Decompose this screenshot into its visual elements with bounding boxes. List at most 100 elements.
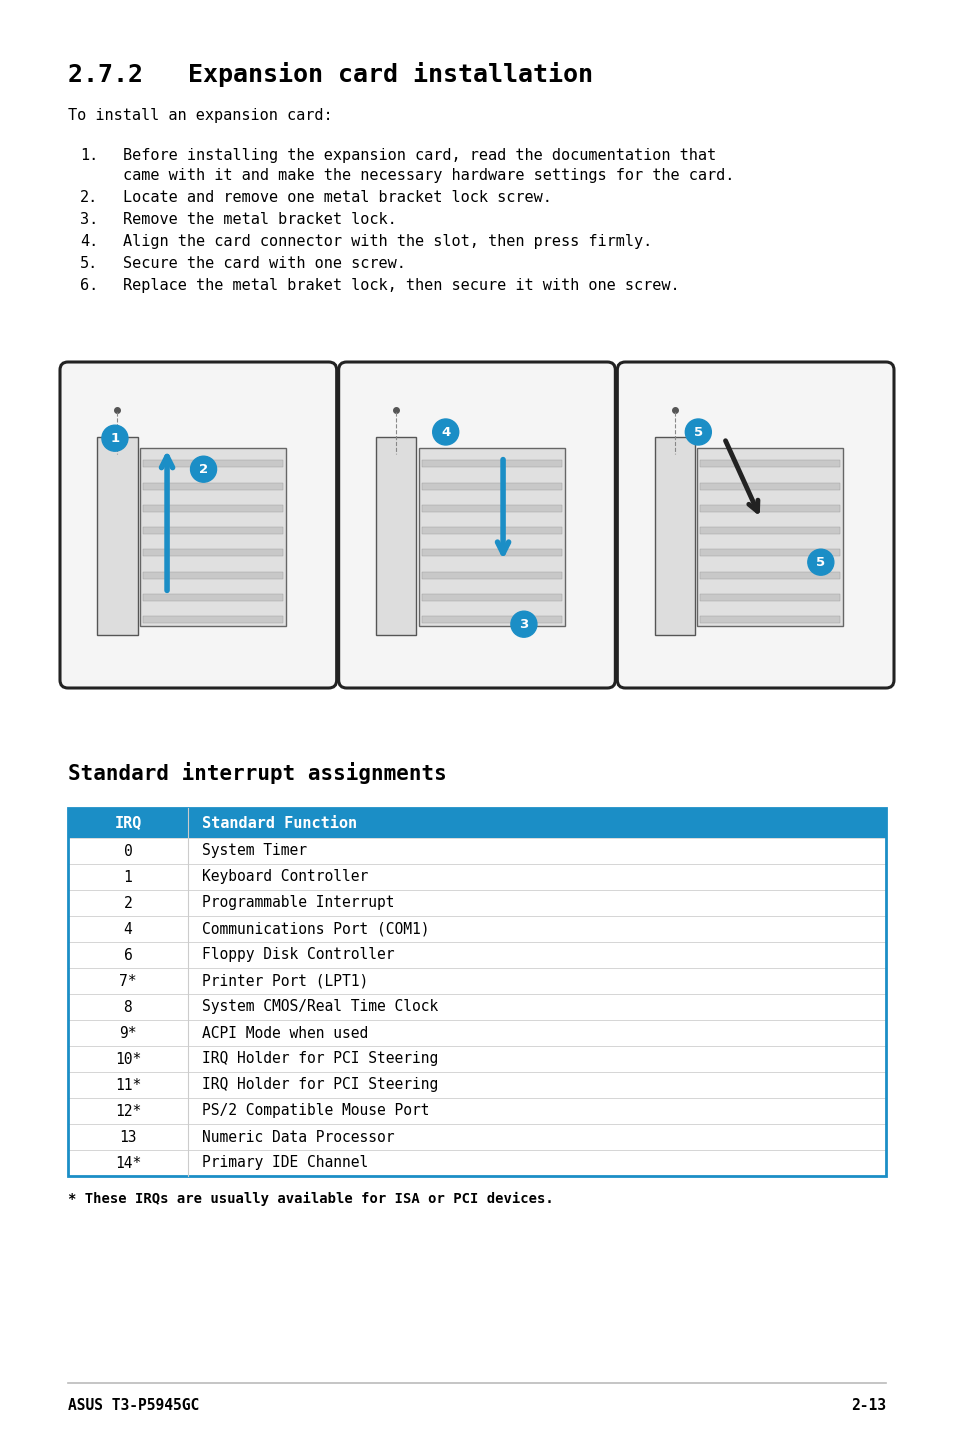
Text: Standard interrupt assignments: Standard interrupt assignments: [68, 762, 446, 784]
Text: 2: 2: [199, 463, 208, 476]
Bar: [421, 528, 561, 533]
Bar: [375, 437, 416, 634]
Text: Secure the card with one screw.: Secure the card with one screw.: [123, 256, 405, 270]
Bar: [143, 549, 283, 557]
Text: 14*: 14*: [114, 1156, 141, 1171]
Bar: [68, 890, 885, 916]
Bar: [68, 942, 885, 968]
Text: 12*: 12*: [114, 1103, 141, 1119]
Text: IRQ Holder for PCI Steering: IRQ Holder for PCI Steering: [202, 1051, 437, 1067]
Text: IRQ: IRQ: [114, 815, 142, 831]
Bar: [421, 505, 561, 512]
Text: 2.7.2   Expansion card installation: 2.7.2 Expansion card installation: [68, 62, 593, 88]
Bar: [143, 528, 283, 533]
Text: Align the card connector with the slot, then press firmly.: Align the card connector with the slot, …: [123, 234, 652, 249]
Text: Replace the metal braket lock, then secure it with one screw.: Replace the metal braket lock, then secu…: [123, 278, 679, 293]
Text: 7*: 7*: [119, 974, 136, 988]
Bar: [68, 1125, 885, 1150]
Bar: [68, 1099, 885, 1125]
Text: 2.: 2.: [80, 190, 98, 206]
Bar: [143, 617, 283, 623]
Text: 8: 8: [124, 999, 132, 1014]
Bar: [421, 572, 561, 578]
Text: Printer Port (LPT1): Printer Port (LPT1): [202, 974, 368, 988]
Text: IRQ Holder for PCI Steering: IRQ Holder for PCI Steering: [202, 1077, 437, 1093]
Bar: [68, 994, 885, 1020]
Bar: [421, 483, 561, 489]
Bar: [68, 1071, 885, 1099]
Bar: [697, 449, 842, 627]
Text: Floppy Disk Controller: Floppy Disk Controller: [202, 948, 395, 962]
Text: 2: 2: [124, 896, 132, 910]
Circle shape: [807, 549, 833, 575]
Text: 0: 0: [124, 844, 132, 858]
Bar: [700, 572, 840, 578]
Bar: [700, 505, 840, 512]
Circle shape: [433, 418, 458, 444]
Text: 6.: 6.: [80, 278, 98, 293]
Bar: [68, 808, 885, 838]
Circle shape: [684, 418, 711, 444]
Text: PS/2 Compatible Mouse Port: PS/2 Compatible Mouse Port: [202, 1103, 429, 1119]
Bar: [143, 505, 283, 512]
Text: * These IRQs are usually available for ISA or PCI devices.: * These IRQs are usually available for I…: [68, 1192, 553, 1206]
Bar: [700, 549, 840, 557]
Bar: [68, 916, 885, 942]
Text: 10*: 10*: [114, 1051, 141, 1067]
FancyBboxPatch shape: [617, 362, 893, 687]
Bar: [418, 449, 564, 627]
Text: 9*: 9*: [119, 1025, 136, 1041]
Circle shape: [102, 426, 128, 452]
Text: 1: 1: [111, 431, 119, 444]
Bar: [421, 594, 561, 601]
Text: 1: 1: [124, 870, 132, 884]
Text: 2-13: 2-13: [850, 1398, 885, 1414]
Text: 5: 5: [693, 426, 702, 439]
Text: System CMOS/Real Time Clock: System CMOS/Real Time Clock: [202, 999, 437, 1014]
Bar: [421, 617, 561, 623]
Text: 1.: 1.: [80, 148, 98, 162]
FancyBboxPatch shape: [338, 362, 615, 687]
FancyBboxPatch shape: [60, 362, 336, 687]
Text: Standard Function: Standard Function: [202, 815, 356, 831]
Text: System Timer: System Timer: [202, 844, 307, 858]
Text: 6: 6: [124, 948, 132, 962]
Text: 4.: 4.: [80, 234, 98, 249]
Text: ACPI Mode when used: ACPI Mode when used: [202, 1025, 368, 1041]
Bar: [68, 1020, 885, 1045]
Text: ASUS T3-P5945GC: ASUS T3-P5945GC: [68, 1398, 199, 1414]
Text: 5.: 5.: [80, 256, 98, 270]
Text: 13: 13: [119, 1129, 136, 1145]
Text: 4: 4: [124, 922, 132, 936]
Text: Remove the metal bracket lock.: Remove the metal bracket lock.: [123, 211, 396, 227]
Bar: [700, 483, 840, 489]
Text: To install an expansion card:: To install an expansion card:: [68, 108, 333, 124]
Bar: [700, 460, 840, 467]
Bar: [700, 617, 840, 623]
Text: 5: 5: [816, 555, 824, 568]
Bar: [68, 864, 885, 890]
Bar: [143, 572, 283, 578]
Text: Locate and remove one metal bracket lock screw.: Locate and remove one metal bracket lock…: [123, 190, 551, 206]
Bar: [421, 549, 561, 557]
Bar: [68, 968, 885, 994]
Circle shape: [511, 611, 537, 637]
Circle shape: [191, 456, 216, 482]
Bar: [68, 1150, 885, 1176]
Bar: [654, 437, 695, 634]
Bar: [68, 838, 885, 864]
Text: Keyboard Controller: Keyboard Controller: [202, 870, 368, 884]
Bar: [97, 437, 137, 634]
Text: 3: 3: [518, 618, 528, 631]
Bar: [68, 808, 885, 1176]
Text: came with it and make the necessary hardware settings for the card.: came with it and make the necessary hard…: [123, 168, 734, 183]
Bar: [700, 594, 840, 601]
Bar: [700, 528, 840, 533]
Text: Communications Port (COM1): Communications Port (COM1): [202, 922, 429, 936]
Text: Before installing the expansion card, read the documentation that: Before installing the expansion card, re…: [123, 148, 716, 162]
Bar: [143, 483, 283, 489]
Bar: [143, 460, 283, 467]
Text: Programmable Interrupt: Programmable Interrupt: [202, 896, 395, 910]
Text: Numeric Data Processor: Numeric Data Processor: [202, 1129, 395, 1145]
Text: 3.: 3.: [80, 211, 98, 227]
